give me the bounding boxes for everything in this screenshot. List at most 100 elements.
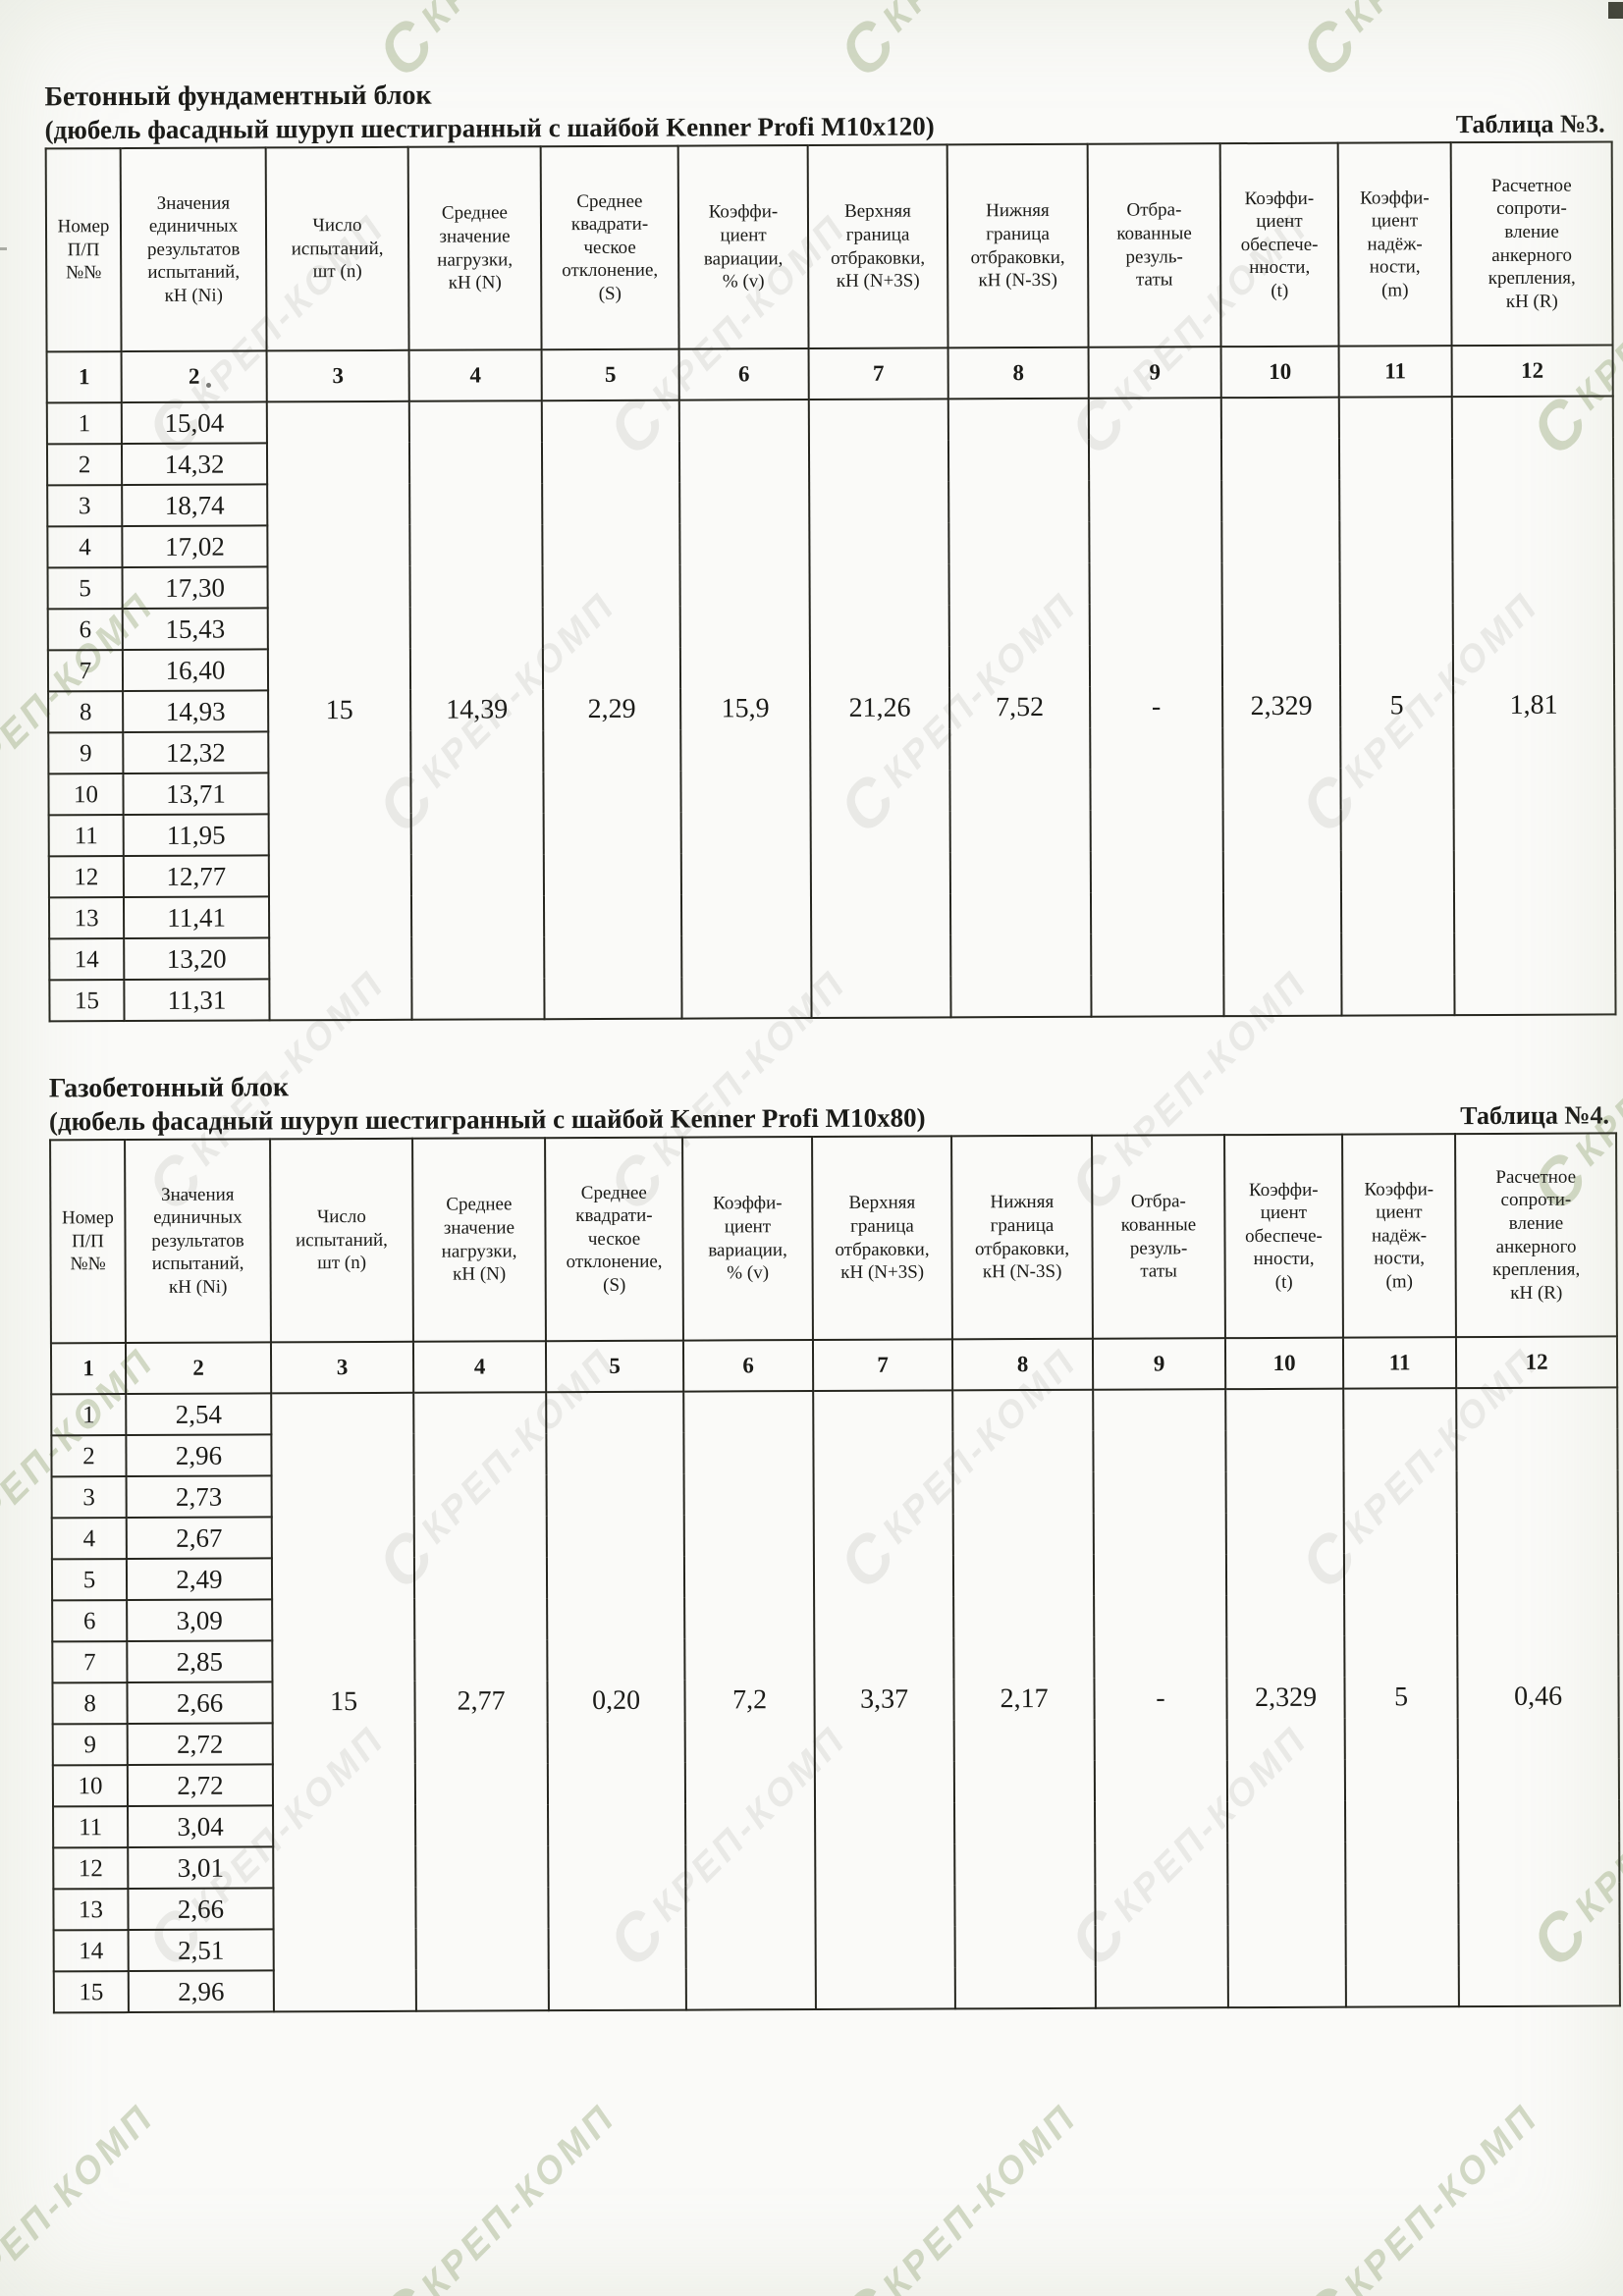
test-value-cell: 12,32	[123, 731, 269, 774]
summary-value-cell: 2,329	[1225, 1388, 1346, 2008]
column-header: Среднее квадрати- ческое отклонение, (S)	[545, 1137, 683, 1342]
row-number-cell: 2	[51, 1435, 127, 1477]
column-number: 9	[1092, 1338, 1226, 1390]
row-number-cell: 13	[48, 897, 125, 939]
column-number: 11	[1338, 346, 1452, 398]
test-value-cell: 17,30	[122, 566, 268, 610]
summary-value-cell: 3,37	[813, 1390, 955, 2010]
column-number: 8	[951, 1338, 1094, 1391]
column-header: Значения единичных результатов испытаний…	[120, 147, 267, 352]
row-number-cell: 14	[53, 1930, 129, 1972]
column-header: Расчетное сопроти- вление анкерного креп…	[1455, 1133, 1617, 1338]
column-header: Верхняя граница отбраковки, кН (N+3S)	[807, 144, 948, 349]
summary-value-cell: -	[1093, 1389, 1228, 2008]
column-header: Коэффи- циент надёж- ности, (m)	[1337, 142, 1452, 347]
watermark-text: КРЕП-КОМП	[1338, 2093, 1544, 2296]
test-value-cell: 2,66	[127, 1682, 273, 1725]
test-value-cell: 2,54	[126, 1393, 272, 1436]
test-value-cell: 2,72	[127, 1723, 273, 1766]
section-aerated-concrete-block: Газобетонный блок (дюбель фасадный шуруп…	[48, 1064, 1620, 2013]
summary-value-cell: 0,46	[1456, 1387, 1620, 2007]
row-number-cell: 1	[46, 402, 122, 445]
test-value-cell: 12,77	[123, 855, 269, 898]
test-value-cell: 2,67	[126, 1517, 272, 1560]
test-value-cell: 2,72	[127, 1764, 274, 1807]
column-number-row: 1 2 3 4 5 6 7 8 9 10 11 12	[50, 1336, 1618, 1395]
column-header: Коэффи- циент обеспече- нности, (t)	[1224, 1134, 1343, 1339]
column-header: Коэффи- циент обеспече- нности, (t)	[1219, 142, 1339, 347]
column-header: Нижняя граница отбраковки, кН (N-3S)	[951, 1135, 1093, 1340]
column-number: 1	[50, 1343, 127, 1395]
column-number: 10	[1220, 346, 1339, 399]
test-value-cell: 2,49	[126, 1558, 273, 1601]
row-number-cell: 10	[48, 774, 124, 816]
row-number-cell: 2	[46, 444, 123, 486]
test-value-cell: 17,02	[122, 525, 268, 568]
test-value-cell: 13,71	[123, 773, 269, 816]
summary-value-cell: 21,26	[808, 399, 951, 1019]
test-value-cell: 15,04	[121, 401, 267, 445]
section-subtitle: (дюбель фасадный шуруп шестигранный с ша…	[48, 1102, 926, 1137]
column-number: 7	[812, 1339, 953, 1392]
summary-value-cell: 5	[1338, 397, 1455, 1016]
column-number-row: 1 2 3 4 5 6 7 8 9 10 11 12	[46, 345, 1613, 403]
row-number-cell: 8	[52, 1682, 128, 1725]
column-header: Нижняя граница отбраковки, кН (N-3S)	[947, 143, 1089, 348]
column-header: Среднее значение нагрузки, кН (N)	[412, 1138, 546, 1342]
row-number-cell: 9	[52, 1724, 128, 1766]
test-value-cell: 14,32	[121, 443, 268, 486]
section-title: Бетонный фундаментный блок	[44, 80, 432, 113]
watermark-text: КРЕП-КОМП	[415, 2093, 622, 2296]
row-number-cell: 6	[52, 1600, 128, 1642]
test-value-cell: 2,51	[128, 1929, 274, 1972]
section-title: Газобетонный блок	[48, 1072, 290, 1104]
row-number-cell: 14	[49, 938, 125, 981]
column-header: Верхняя граница отбраковки, кН (N+3S)	[812, 1136, 952, 1341]
row-number-cell: 13	[53, 1889, 129, 1931]
column-number: 4	[408, 349, 542, 401]
column-header: Среднее квадрати- ческое отклонение, (S)	[540, 145, 679, 350]
test-value-cell: 2,96	[126, 1434, 272, 1477]
summary-value-cell: 15	[266, 400, 412, 1021]
column-number: 5	[541, 348, 679, 401]
scan-artifact	[1608, 2, 1623, 19]
test-value-cell: 2,66	[128, 1888, 274, 1931]
summary-value-cell: 0,20	[546, 1391, 686, 2011]
row-number-cell: 3	[51, 1476, 127, 1519]
summary-value-cell: -	[1088, 398, 1224, 1017]
column-header: Среднее значение нагрузки, кН (N)	[407, 146, 542, 350]
column-number: 12	[1455, 1336, 1618, 1389]
row-number-cell: 9	[48, 732, 124, 774]
test-value-cell: 15,43	[122, 608, 268, 651]
row-number-cell: 5	[51, 1559, 128, 1601]
column-number: 2	[121, 350, 267, 403]
section-subtitle: (дюбель фасадный шуруп шестигранный с ша…	[44, 111, 935, 145]
subtitle-row: (дюбель фасадный шуруп шестигранный с ша…	[45, 108, 1611, 145]
subtitle-row: (дюбель фасадный шуруп шестигранный с ша…	[49, 1099, 1615, 1137]
column-header: Коэффи- циент вариации, % (v)	[682, 1137, 813, 1341]
summary-value-cell: 2,77	[413, 1392, 549, 2011]
test-value-cell: 3,01	[128, 1846, 274, 1890]
test-value-cell: 16,40	[122, 649, 269, 692]
test-value-cell: 18,74	[122, 484, 268, 527]
row-number-cell: 1	[51, 1394, 127, 1436]
summary-value-cell: 7,2	[683, 1391, 816, 2010]
header-row: Номер П/П №№ Значения единичных результат…	[50, 1133, 1617, 1344]
column-number: 12	[1451, 345, 1613, 398]
table-caption: Таблица №4.	[1460, 1100, 1610, 1131]
summary-value-cell: 7,52	[947, 398, 1092, 1018]
test-value-cell: 14,93	[123, 690, 269, 733]
scan-artifact	[0, 247, 7, 250]
row-number-cell: 10	[52, 1765, 129, 1807]
test-value-cell: 11,31	[124, 979, 270, 1022]
row-number-cell: 15	[49, 980, 125, 1022]
column-number: 4	[412, 1341, 547, 1393]
column-header: Отбра- кованные резуль- таты	[1092, 1135, 1225, 1339]
summary-value-cell: 5	[1343, 1388, 1459, 2007]
column-header: Коэффи- циент надёж- ности, (m)	[1342, 1134, 1456, 1338]
column-header: Значения единичных результатов испытаний…	[125, 1139, 271, 1344]
row-number-cell: 15	[53, 1971, 129, 2013]
row-number-cell: 7	[52, 1641, 128, 1683]
